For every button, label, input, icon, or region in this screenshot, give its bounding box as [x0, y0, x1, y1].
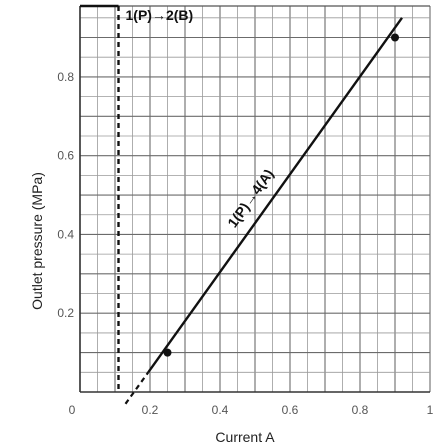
- y-tick-label: 0.4: [57, 227, 74, 241]
- x-axis-title: Current A: [215, 429, 275, 445]
- y-tick-label: 0.8: [57, 70, 74, 84]
- x-tick-label: 0.4: [212, 403, 229, 417]
- series-layer: [80, 4, 403, 405]
- series-label-1p-2b: 1(P)→2(B): [126, 7, 194, 23]
- y-axis-title: Outlet pressure (MPa): [29, 172, 45, 310]
- plot-frame: [79, 5, 430, 393]
- y-tick-label: 0.6: [57, 149, 74, 163]
- series-1p-4a-marker: [163, 348, 172, 357]
- x-tick-label: 0: [69, 403, 76, 417]
- x-tick-label: 0.6: [282, 403, 299, 417]
- tick-labels: 0 0.2 0.4 0.6 0.8 1 0.2 0.4 0.6 0.8: [57, 70, 433, 417]
- series-1p-4a-dashed-extension: [124, 371, 150, 405]
- y-tick-label: 0.2: [57, 306, 74, 320]
- series-1p-4a-marker: [391, 33, 399, 42]
- series-1p-4a-line: [147, 17, 403, 374]
- x-tick-label: 0.2: [142, 403, 159, 417]
- x-tick-label: 1: [427, 403, 434, 417]
- x-tick-label: 0.8: [352, 403, 369, 417]
